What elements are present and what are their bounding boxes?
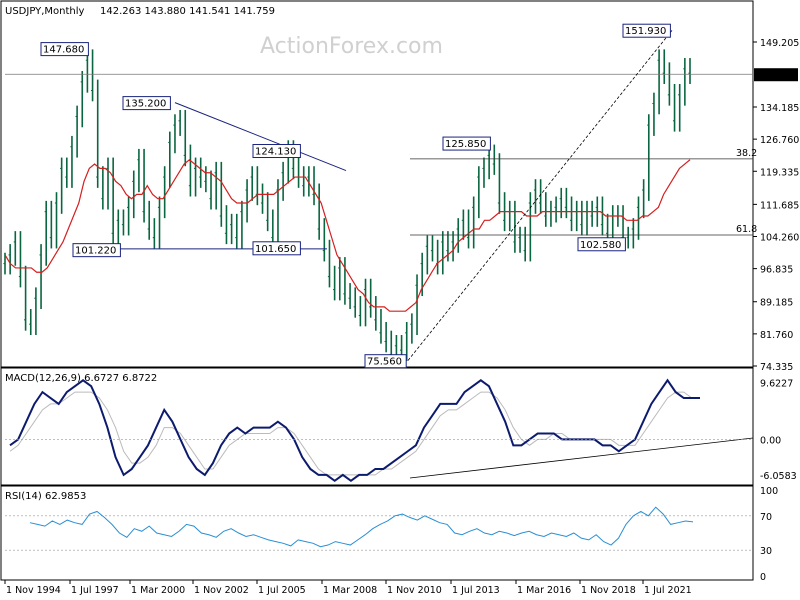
ohlc-readout: 142.263 143.880 141.541 141.759 — [100, 6, 275, 17]
price-tick-label: 89.185 — [760, 298, 793, 309]
price-tick-label: 111.685 — [760, 200, 799, 211]
time-tick-label: 1 Jul 1997 — [71, 585, 119, 596]
watermark: ActionForex.com — [260, 34, 443, 59]
time-tick-label: 1 Jul 2013 — [452, 585, 500, 596]
time-tick-label: 1 Jul 2005 — [258, 585, 306, 596]
macd-tick-label: 0.00 — [760, 435, 781, 446]
time-tick-label: 1 Nov 2010 — [387, 585, 442, 596]
chart-title: USDJPY,Monthly — [5, 6, 85, 17]
price-tick-label: 126.760 — [760, 135, 799, 146]
rsi-panel — [0, 485, 754, 581]
time-tick-label: 1 Nov 2018 — [581, 585, 636, 596]
annotation-box — [577, 237, 626, 252]
annotation-label: 102.580 — [580, 240, 621, 251]
annotation-box — [40, 42, 89, 57]
rsi-tick-label: 30 — [760, 546, 772, 557]
macd-trendline — [409, 437, 754, 479]
annotation-box — [252, 144, 301, 159]
macd-tick-label: 9.6227 — [760, 379, 793, 390]
price-panel — [0, 0, 754, 368]
price-annotations: 147.680 135.200 124.130 101.220 101.650 75.56… — [40, 23, 671, 369]
rsi-title: RSI(14) 62.9853 — [5, 491, 86, 502]
annotation-label: 124.130 — [255, 147, 296, 158]
time-axis: 1 Nov 1994 1 Jul 1997 1 Mar 2000 1 Nov 2002… — [4, 580, 692, 596]
macd-title: MACD(12,26,9) 6.6727 6.8722 — [5, 373, 157, 384]
rsi-tick-label: 100 — [760, 486, 778, 497]
annotation-box — [364, 354, 407, 369]
rsi-line: 100 70 30 0 — [5, 486, 778, 583]
fib-level-label: 61.8 — [736, 224, 757, 235]
macd-tick-label: -6.0583 — [760, 471, 797, 482]
annotation-label: 135.200 — [125, 99, 166, 110]
annotation-label: 125.850 — [445, 139, 486, 150]
annotation-box — [72, 243, 121, 258]
price-bars — [3, 49, 691, 366]
annotation-label: 101.650 — [255, 244, 296, 255]
price-tick-label: 96.835 — [760, 265, 793, 276]
annotation-label: 75.560 — [367, 357, 402, 368]
current-price-label: 141.759 — [759, 70, 798, 81]
macd-lines: 9.6227 0.00 -6.0583 — [5, 379, 797, 482]
price-tick-label: 74.335 — [760, 362, 793, 373]
annotation-box — [622, 23, 671, 38]
annotation-label: 147.680 — [43, 45, 84, 56]
moving-average-path — [4, 158, 691, 312]
time-tick-label: 1 Mar 2000 — [131, 585, 185, 596]
resistance-trendline — [174, 102, 347, 172]
time-tick-label: 1 Mar 2008 — [323, 585, 377, 596]
macd-panel — [0, 367, 754, 486]
rsi-tick-label: 70 — [760, 512, 772, 523]
annotation-box — [442, 136, 491, 151]
price-tick-label: 104.260 — [760, 233, 799, 244]
current-price-badge — [754, 68, 798, 82]
annotation-box — [122, 96, 171, 111]
time-tick-label: 1 Nov 2002 — [194, 585, 249, 596]
price-tick-label: 119.335 — [760, 167, 799, 178]
moving-average-line — [4, 158, 691, 312]
rsi-tick-label: 0 — [760, 572, 766, 583]
annotation-label: 151.930 — [625, 26, 666, 37]
rsi-path — [29, 506, 694, 548]
time-tick-label: 1 Mar 2016 — [517, 585, 571, 596]
annotation-box — [252, 241, 301, 256]
fib-level-label: 38.2 — [736, 148, 757, 159]
dashed-trendline — [407, 30, 673, 361]
trendlines: 38.2 61.8 — [5, 30, 757, 361]
annotation-label: 101.220 — [75, 246, 116, 257]
price-tick-label: 81.760 — [760, 330, 793, 341]
price-tick-label: 149.205 — [760, 38, 799, 49]
time-tick-label: 1 Jul 2021 — [644, 585, 692, 596]
time-tick-label: 1 Nov 1994 — [6, 585, 61, 596]
price-tick-label: 134.185 — [760, 103, 799, 114]
price-axis: 149.205 141.759 134.185 126.760 119.335 111.6… — [753, 38, 799, 373]
